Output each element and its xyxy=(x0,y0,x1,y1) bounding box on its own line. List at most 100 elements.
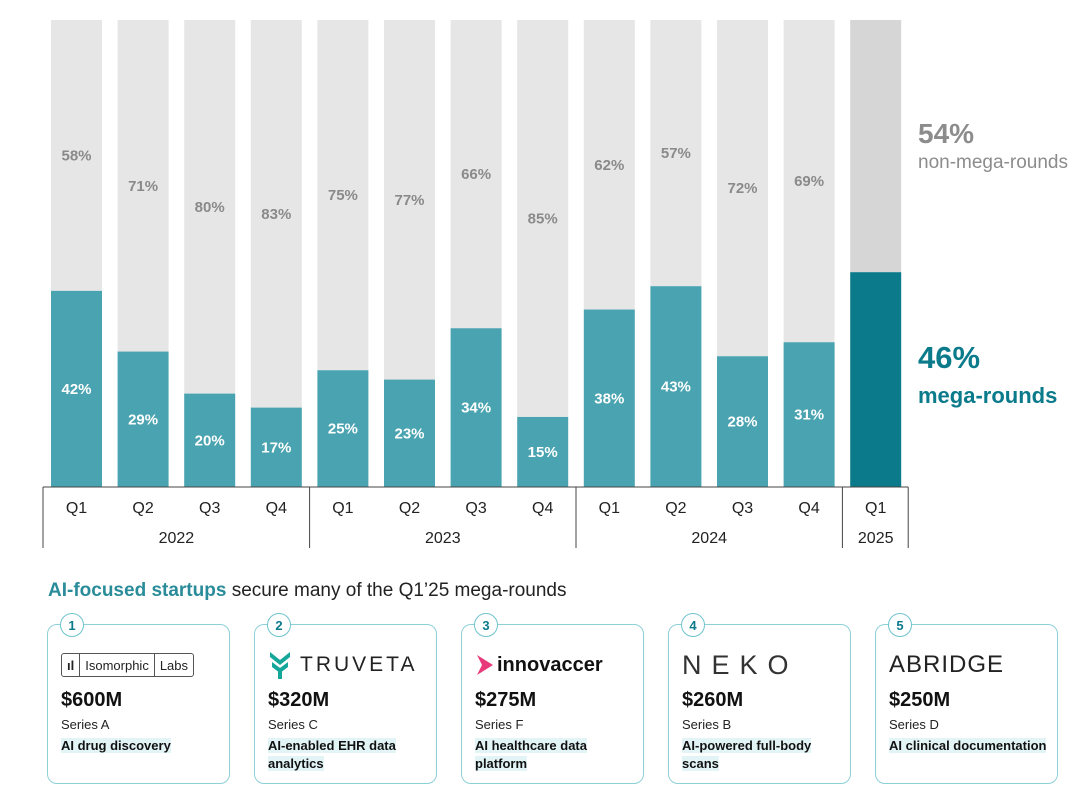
mega-value-label: 28% xyxy=(727,414,757,431)
mega-bar xyxy=(450,328,502,487)
mega-bar xyxy=(583,309,635,487)
mega-value-label: 29% xyxy=(128,411,158,428)
mega-bar xyxy=(117,351,169,487)
quarter-tick-label: Q2 xyxy=(665,500,686,517)
non-mega-bar xyxy=(517,20,569,417)
innovaccer-logo: innovaccer xyxy=(475,649,603,681)
mega-bar xyxy=(850,272,902,487)
mega-value-label: 20% xyxy=(195,432,225,449)
deal-description: AI-enabled EHR data analytics xyxy=(268,738,396,771)
quarter-tick-label: Q1 xyxy=(599,500,620,517)
mega-value-label: 38% xyxy=(594,390,624,407)
abridge-logo: ABRIDGE xyxy=(889,651,1005,678)
non-mega-value-label: 69% xyxy=(794,173,824,190)
mega-bar xyxy=(384,379,435,487)
deal-description: AI healthcare data platform xyxy=(475,738,587,771)
quarter-tick-label: Q1 xyxy=(332,500,353,517)
deal-card-isomorphic: 1 ıl Isomorphic Labs $600M Series A AI d… xyxy=(47,613,230,784)
quarter-tick-label: Q3 xyxy=(199,500,220,517)
mega-bar xyxy=(250,407,302,487)
deal-amount: $275M xyxy=(475,689,537,711)
mega-value-label: 17% xyxy=(261,439,291,456)
deal-card-abridge: 5 ABRIDGE $250M Series D AI clinical doc… xyxy=(875,613,1058,784)
deal-series: Series A xyxy=(61,717,110,732)
deal-card-neko: 4 NEKO $260M Series B AI-powered full-bo… xyxy=(668,613,851,784)
non-mega-bar xyxy=(384,20,435,380)
mega-bar xyxy=(650,286,702,487)
mega-value-label: 15% xyxy=(528,444,558,461)
deal-description: AI-powered full-body scans xyxy=(682,738,812,771)
non-mega-bar xyxy=(783,20,835,343)
mega-value-label: 25% xyxy=(328,421,358,438)
mega-bar xyxy=(317,370,369,487)
mega-bar xyxy=(517,416,569,487)
neko-logo: NEKO xyxy=(682,649,799,680)
non-mega-value-label: 85% xyxy=(528,210,558,227)
non-mega-value-label: 58% xyxy=(61,147,91,164)
year-label: 2022 xyxy=(159,530,195,547)
deal-series: Series B xyxy=(682,717,732,732)
non-mega-bar xyxy=(184,20,236,394)
deal-amount: $260M xyxy=(682,689,744,711)
non-mega-bar xyxy=(650,20,702,287)
quarter-tick-label: Q4 xyxy=(266,500,287,517)
quarter-tick-label: Q4 xyxy=(532,500,553,517)
mega-callout-value: 46% xyxy=(918,340,981,375)
heading-rest: secure many of the Q1’25 mega-rounds xyxy=(226,580,567,601)
rank-badge: 5 xyxy=(888,613,912,637)
truveta-mark-icon xyxy=(270,652,290,679)
mega-value-label: 23% xyxy=(394,425,424,442)
quarter-tick-label: Q4 xyxy=(798,500,819,517)
non-mega-bar xyxy=(117,20,169,352)
mega-bar xyxy=(783,342,835,487)
stacked-bar-chart: 58% 42% 71% 29% 80% 20% 83% 17% 75% 25% 77% 23% 66% 3… xyxy=(42,20,909,548)
quarter-tick-label: Q1 xyxy=(865,500,886,517)
non-mega-value-label: 80% xyxy=(195,199,225,216)
isomorphic-labs-logo: ıl Isomorphic Labs xyxy=(61,649,195,681)
quarter-tick-label: Q2 xyxy=(399,500,420,517)
rank-badge: 3 xyxy=(474,613,498,637)
rank-badge: 2 xyxy=(267,613,291,637)
non-mega-bar xyxy=(250,20,302,408)
non-mega-bar xyxy=(51,20,102,291)
rank-badge: 1 xyxy=(60,613,84,637)
deal-series: Series C xyxy=(268,717,318,732)
mega-bar xyxy=(184,393,236,487)
deal-amount: $250M xyxy=(889,689,951,711)
non-mega-bar xyxy=(450,20,502,329)
non-mega-bar xyxy=(850,20,902,273)
non-mega-value-label: 62% xyxy=(594,157,624,174)
deal-amount: $320M xyxy=(268,689,330,711)
year-label: 2023 xyxy=(425,530,461,547)
section-heading: AI-focused startups secure many of the Q… xyxy=(48,580,567,602)
non-mega-callout-label: non-mega-rounds xyxy=(918,152,1068,173)
deal-card-innovaccer: 3 innovaccer $275M Series F AI healthcar… xyxy=(461,613,644,784)
year-label: 2024 xyxy=(691,530,727,547)
non-mega-value-label: 71% xyxy=(128,178,158,195)
non-mega-value-label: 77% xyxy=(394,192,424,209)
deal-description: AI clinical documentation xyxy=(889,738,1047,753)
non-mega-callout-value: 54% xyxy=(918,118,975,149)
non-mega-bar xyxy=(317,20,369,371)
non-mega-bar xyxy=(717,20,768,357)
truveta-logo: TRUVETA xyxy=(268,649,417,681)
non-mega-value-label: 66% xyxy=(461,166,491,183)
mega-value-label: 31% xyxy=(794,407,824,424)
quarter-tick-label: Q3 xyxy=(465,500,486,517)
quarter-tick-label: Q1 xyxy=(66,500,87,517)
non-mega-value-label: 83% xyxy=(261,206,291,223)
deal-series: Series F xyxy=(475,717,524,732)
mega-callout-label: mega-rounds xyxy=(918,383,1058,408)
mega-value-label: 43% xyxy=(661,379,691,396)
deal-series: Series D xyxy=(889,717,939,732)
mega-value-label: 34% xyxy=(461,400,491,417)
deal-card-truveta: 2 TRUVETA $320M Series C AI-enabled EHR … xyxy=(254,613,437,784)
deal-description: AI drug discovery xyxy=(61,738,171,753)
non-mega-value-label: 72% xyxy=(727,180,757,197)
non-mega-value-label: 57% xyxy=(661,145,691,162)
quarter-tick-label: Q3 xyxy=(732,500,753,517)
quarter-tick-label: Q2 xyxy=(132,500,153,517)
deal-amount: $600M xyxy=(61,689,123,711)
mega-bar xyxy=(717,356,768,487)
heading-highlight: AI-focused startups xyxy=(48,580,227,601)
